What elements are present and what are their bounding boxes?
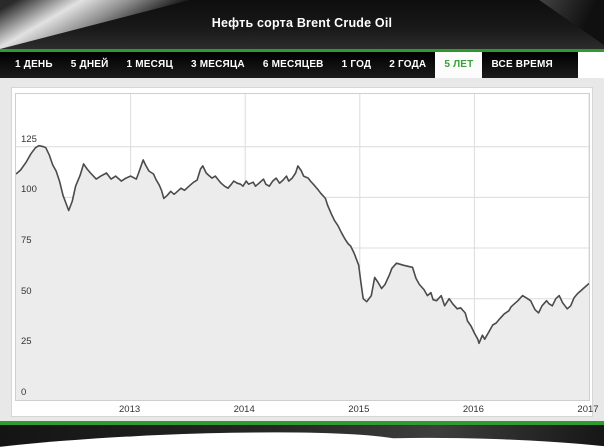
y-tick-label: 50: [21, 285, 32, 297]
tab-1-месяц[interactable]: 1 МЕСЯЦ: [126, 59, 173, 70]
tab-5-лет[interactable]: 5 ЛЕТ: [435, 52, 483, 82]
price-area: [16, 145, 589, 400]
y-tick-label: 125: [21, 133, 37, 145]
x-tick-label: 2013: [119, 404, 141, 415]
tab-2-года[interactable]: 2 ГОДА: [389, 59, 427, 70]
x-tick-label: 2015: [348, 404, 370, 415]
chart-content: 0 25 50 75 100 125 2013 2014 2015 2016 2017: [0, 78, 604, 421]
tab-1-день[interactable]: 1 ДЕНЬ: [15, 59, 53, 70]
tab-3-месяца[interactable]: 3 МЕСЯЦА: [190, 59, 245, 70]
y-tick-label: 100: [21, 184, 37, 196]
tab-6-месяцев[interactable]: 6 МЕСЯЦЕВ: [262, 59, 324, 70]
plot-area[interactable]: 0 25 50 75 100 125: [15, 93, 590, 401]
price-chart-svg: [16, 94, 589, 400]
tab-все-время[interactable]: ВСЕ ВРЕМЯ: [491, 59, 553, 70]
tab-1-год[interactable]: 1 ГОД: [341, 59, 372, 70]
x-tick-label: 2016: [462, 404, 484, 415]
y-tick-label: 25: [21, 336, 32, 348]
price-line: [16, 144, 589, 345]
y-tick-label: 75: [21, 235, 32, 246]
footer-accent-bar: [0, 421, 604, 425]
footer: [0, 425, 604, 447]
x-tick-label: 2014: [233, 404, 255, 415]
chart-header: Нефть сорта Brent Crude Oil: [0, 0, 604, 52]
tab-5-дней[interactable]: 5 ДНЕЙ: [70, 59, 109, 70]
x-tick-label: 2017: [577, 404, 599, 415]
chart-title: Нефть сорта Brent Crude Oil: [211, 16, 393, 30]
period-tabs: 1 ДЕНЬ 5 ДНЕЙ 1 МЕСЯЦ 3 МЕСЯЦА 6 МЕСЯЦЕВ 1 ГО…: [0, 52, 578, 82]
chart-panel: 0 25 50 75 100 125 2013 2014 2015 2016 2017: [11, 87, 599, 417]
y-tick-label: 0: [21, 387, 27, 398]
